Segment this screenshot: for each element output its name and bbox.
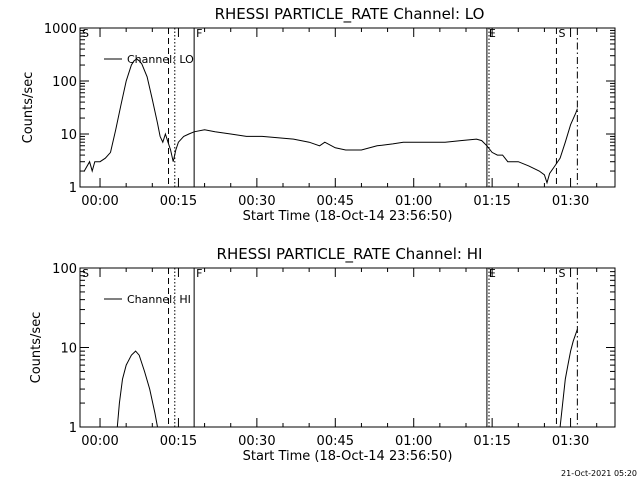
x-tick-label: 00:15 — [160, 194, 197, 209]
x-axis-label: Start Time (18-Oct-14 23:56:50) — [243, 209, 453, 224]
plot-frame — [79, 267, 616, 428]
y-tick-label: 1000 — [44, 22, 77, 37]
x-tick-label: 01:00 — [395, 434, 432, 449]
plot-frame — [79, 27, 616, 188]
y-tick-label: 1 — [69, 421, 77, 436]
x-tick-label: 01:15 — [473, 434, 510, 449]
series-line — [83, 58, 578, 185]
event-marker-label: S — [82, 267, 89, 280]
series-line — [559, 329, 578, 428]
event-marker-label: S — [558, 27, 565, 40]
event-marker-label: S — [558, 267, 565, 280]
event-marker-label: S — [82, 27, 89, 40]
y-axis-label: Counts/sec — [29, 312, 44, 384]
x-tick-label: 01:15 — [473, 194, 510, 209]
x-tick-label: 00:45 — [317, 194, 354, 209]
legend-label: Channel: LO — [127, 53, 194, 66]
x-tick-label: 01:30 — [552, 194, 589, 209]
y-tick-label: 10 — [60, 128, 77, 143]
chart-title: RHESSI PARTICLE_RATE Channel: LO — [215, 5, 485, 24]
y-tick-label: 100 — [52, 75, 77, 90]
y-tick-label: 100 — [52, 262, 77, 277]
event-marker-label: E — [489, 267, 496, 280]
generated-timestamp: 21-Oct-2021 05:20 — [561, 469, 637, 478]
y-tick-label: 1 — [69, 181, 77, 196]
x-tick-label: 00:30 — [238, 194, 275, 209]
x-tick-label: 01:30 — [552, 434, 589, 449]
y-axis-label: Counts/sec — [21, 72, 36, 144]
chart-hi: RHESSI PARTICLE_RATE Channel: HI Counts/s… — [29, 245, 616, 464]
chart-lo: RHESSI PARTICLE_RATE Channel: LO Counts/s… — [21, 5, 616, 224]
y-tick-label: 10 — [60, 342, 77, 357]
chart-title: RHESSI PARTICLE_RATE Channel: HI — [217, 245, 483, 264]
event-marker-label: E — [489, 27, 496, 40]
x-tick-label: 01:00 — [395, 194, 432, 209]
series-line — [116, 350, 158, 428]
x-tick-label: 00:30 — [238, 434, 275, 449]
legend-label: Channel: HI — [127, 293, 191, 306]
x-tick-label: 00:45 — [317, 434, 354, 449]
x-axis-label: Start Time (18-Oct-14 23:56:50) — [243, 449, 453, 464]
x-tick-label: 00:00 — [81, 194, 118, 209]
event-marker-label: F — [196, 267, 202, 280]
x-tick-label: 00:15 — [160, 434, 197, 449]
x-tick-label: 00:00 — [81, 434, 118, 449]
event-marker-label: F — [196, 27, 202, 40]
